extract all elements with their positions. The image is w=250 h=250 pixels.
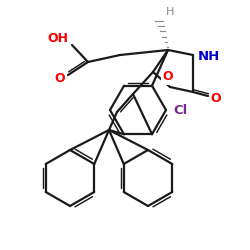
Text: Cl: Cl [173, 104, 187, 117]
Text: O: O [55, 72, 65, 86]
Text: H: H [166, 7, 174, 17]
Text: OH: OH [48, 32, 68, 46]
Text: NH: NH [198, 50, 220, 64]
Text: O: O [211, 92, 221, 104]
Text: O: O [163, 70, 173, 84]
